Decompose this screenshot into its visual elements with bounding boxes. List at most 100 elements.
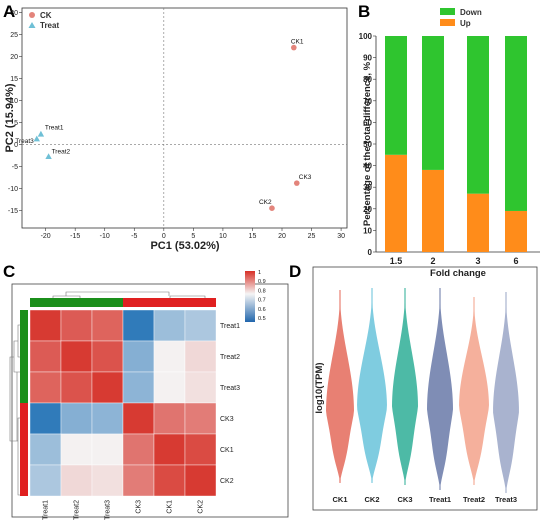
pca-x-tick-label: 5 <box>191 233 195 240</box>
correlation-heatmap: Treat1 Treat2 Treat3 CK3 CK1 CK2 Treat1 Treat2… <box>9 270 289 520</box>
heatmap-col-group-ck <box>123 298 216 307</box>
pca-x-tick-label: -5 <box>131 233 137 240</box>
violin-treat2 <box>459 297 489 485</box>
violin-ck3 <box>392 288 418 485</box>
violin-x-label: CK3 <box>397 495 412 504</box>
bar-x-tick-label: 1.5 <box>390 256 403 266</box>
bar-y-tick-label: 80 <box>363 75 372 84</box>
bar-y-tick-label: 40 <box>363 162 372 171</box>
heatmap-cell <box>60 464 93 497</box>
pca-y-tick-label: -15 <box>8 208 18 215</box>
bar-up-1.5 <box>385 154 407 252</box>
colorbar-tick-label: 0.7 <box>258 298 266 304</box>
bar-y-tick-label: 50 <box>363 140 372 149</box>
heatmap-row-label: Treat2 <box>220 354 240 361</box>
pca-point-ck1 <box>291 44 297 51</box>
heatmap-panel-frame <box>11 283 289 518</box>
bar-x-ticks: 1.5 2 3 6 <box>390 256 519 266</box>
pca-y-axis-title: PC2 (15.94%) <box>4 83 16 152</box>
heatmap-col-group-treat <box>30 298 123 307</box>
pca-x-tick-label: 0 <box>162 233 166 240</box>
heatmap-col-label: CK1 <box>167 500 174 514</box>
pca-y-tick-label: 10 <box>10 98 18 105</box>
heatmap-cell <box>91 340 124 373</box>
panel-letter-b: B <box>358 2 370 21</box>
bar-down-3 <box>467 36 489 194</box>
bar-x-axis-title: Fold change <box>430 268 486 279</box>
heatmap-row-group-treat <box>20 310 28 403</box>
bar-y-tick-label: 90 <box>363 54 372 63</box>
heatmap-row-group-ck <box>20 403 28 496</box>
bar-down-6 <box>505 36 527 211</box>
heatmap-cell <box>60 402 93 435</box>
heatmap-cell <box>91 433 124 466</box>
bar-down-1.5 <box>385 36 407 155</box>
heatmap-cell <box>153 371 186 404</box>
heatmap-cell <box>122 464 155 497</box>
pca-y-ticks: -15 -10 -5 0 5 10 15 20 25 30 <box>8 10 22 215</box>
legend-swatch-up <box>440 19 455 26</box>
heatmap-cell <box>153 433 186 466</box>
bar-y-tick-label: 30 <box>363 183 372 192</box>
bar-y-tick-label: 0 <box>368 248 373 257</box>
heatmap-row-label: CK2 <box>220 478 234 485</box>
panel-letter-d: D <box>289 262 301 281</box>
heatmap-cell <box>29 371 62 404</box>
pca-point-treat3 <box>33 135 40 142</box>
pca-point-label: CK1 <box>291 39 304 46</box>
heatmap-cell <box>122 309 155 342</box>
heatmap-col-label: Treat3 <box>105 500 112 520</box>
pca-y-tick-label: 30 <box>10 10 18 17</box>
heatmap-col-label: Treat1 <box>43 500 50 520</box>
heatmap-cell <box>184 402 217 435</box>
pca-point-label: CK3 <box>299 174 312 181</box>
legend-label-treat: Treat <box>40 21 59 30</box>
pca-x-tick-label: -20 <box>41 233 51 240</box>
violin-x-label: CK2 <box>364 495 379 504</box>
violin-treat1 <box>427 288 453 490</box>
bar-x-tick-label: 2 <box>430 256 435 266</box>
bar-y-tick-label: 100 <box>359 32 373 41</box>
heatmap-cell <box>122 402 155 435</box>
legend-label-ck: CK <box>40 11 52 20</box>
violin-x-label: Treat2 <box>463 495 485 504</box>
colorbar-tick-label: 0.8 <box>258 288 266 294</box>
bar-down-2 <box>422 36 444 170</box>
pca-plot-frame <box>21 7 348 229</box>
heatmap-col-label: Treat2 <box>74 500 81 520</box>
heatmap-cell <box>29 402 62 435</box>
legend-swatch-down <box>440 8 455 15</box>
pca-x-tick-label: 15 <box>249 233 257 240</box>
bar-y-tick-label: 20 <box>363 205 372 214</box>
pca-point-label: Treat1 <box>45 124 64 131</box>
panel-letter-a: A <box>3 2 15 21</box>
heatmap-cell <box>184 433 217 466</box>
bar-y-tick-label: 60 <box>363 118 372 127</box>
violin-x-label: CK1 <box>332 495 347 504</box>
violin-ck2 <box>357 288 387 483</box>
violin-panel-frame <box>312 266 538 511</box>
colorbar-tick-label: 0.6 <box>258 307 266 313</box>
heatmap-row-labels: Treat1 Treat2 Treat3 CK3 CK1 CK2 <box>220 323 240 485</box>
pca-x-tick-label: -10 <box>100 233 110 240</box>
heatmap-cell <box>91 464 124 497</box>
heatmap-cell <box>122 340 155 373</box>
heatmap-cell <box>153 340 186 373</box>
pca-point-ck2 <box>269 205 275 211</box>
pca-y-tick-label: 15 <box>10 76 18 83</box>
bar-up-2 <box>422 169 444 252</box>
pca-y-tick-label: 0 <box>14 142 18 149</box>
pca-y-tick-label: -5 <box>12 164 18 171</box>
heatmap-cells <box>29 309 217 497</box>
heatmap-row-label: CK3 <box>220 416 234 423</box>
heatmap-cell <box>60 340 93 373</box>
pca-x-tick-label: -15 <box>70 233 80 240</box>
bar-y-ticks: 0 10 20 30 40 50 60 70 80 90 100 <box>359 32 376 257</box>
pca-x-tick-label: 25 <box>308 233 316 240</box>
violin-shapes <box>326 288 519 493</box>
heatmap-cell <box>60 371 93 404</box>
pca-points: CK1 CK2 CK3 Treat1 Treat2 Treat3 <box>15 39 312 211</box>
panel-letter-c: C <box>3 262 15 281</box>
heatmap-row-label: Treat3 <box>220 385 240 392</box>
